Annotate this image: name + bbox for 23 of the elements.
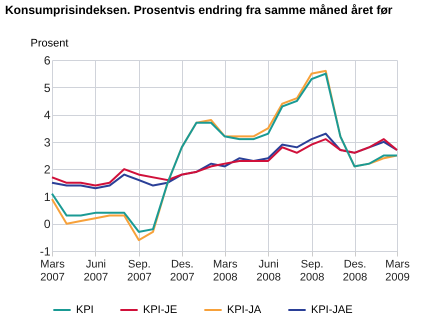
- legend-label: KPI-JA: [227, 304, 262, 316]
- x-tick-label: Des. 2008: [342, 258, 368, 284]
- x-tick-label: Mars 2009: [385, 258, 410, 284]
- y-axis-title: Prosent: [30, 38, 68, 50]
- legend-label: KPI: [76, 304, 94, 316]
- y-tick-label: 3: [44, 135, 51, 150]
- y-tick-label: -1: [40, 244, 51, 258]
- y-tick-label: 2: [44, 162, 51, 177]
- x-tick-label: Mars 2008: [212, 258, 238, 284]
- x-tick-label: Des. 2007: [170, 258, 195, 284]
- x-tick-label: Sep. 2007: [127, 258, 152, 284]
- y-tick-label: 4: [44, 108, 51, 122]
- y-tick-label: 5: [44, 80, 51, 95]
- y-tick-label: 6: [44, 54, 51, 68]
- y-tick-label: 0: [44, 217, 51, 232]
- legend-label: KPI-JE: [143, 304, 178, 316]
- x-tick-label: Juni 2007: [84, 258, 108, 284]
- x-tick-label: Juni 2008: [256, 258, 281, 284]
- legend-label: KPI-JAE: [311, 304, 353, 316]
- x-tick-label: Mars 2007: [40, 258, 66, 284]
- chart-title: Konsumprisindeksen. Prosentvis endring fra samme måned året før: [5, 3, 393, 17]
- y-tick-label: 1: [44, 190, 51, 204]
- x-tick-label: Sep. 2008: [300, 258, 324, 284]
